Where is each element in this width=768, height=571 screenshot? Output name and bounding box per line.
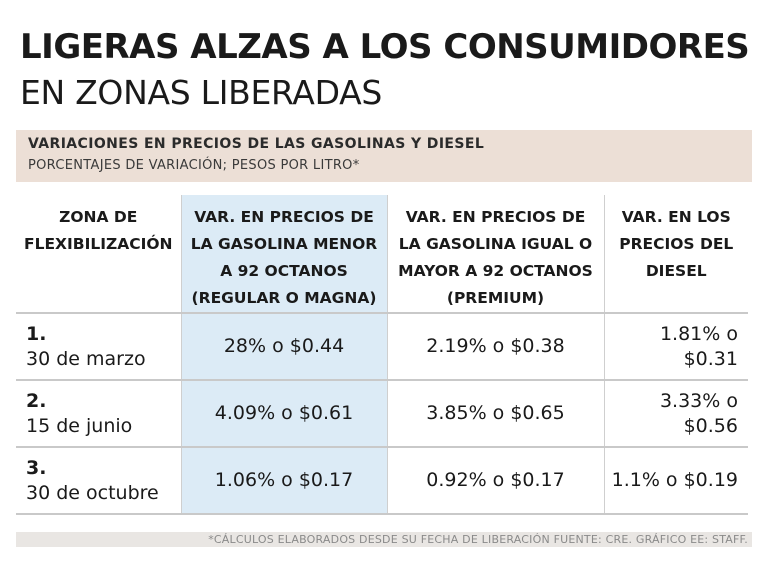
diesel-value-line: $0.56 [683, 414, 738, 437]
header-line: VAR. EN PRECIOS DE [405, 208, 586, 226]
footer-band: *CÁLCULOS ELABORADOS DESDE SU FECHA DE L… [16, 532, 752, 547]
header-line: ZONA DE [59, 208, 138, 226]
header-line: VAR. EN PRECIOS DE [194, 208, 374, 226]
premium-value-cell: 3.85% o $0.65 [386, 380, 604, 448]
diesel-value-cell: 3.33% o $0.56 [603, 380, 748, 448]
table-row: 2. 15 de junio 4.09% o $0.61 3.85% o $0.… [16, 380, 748, 448]
column-header-diesel: VAR. EN LOS PRECIOS DEL DIESEL [603, 195, 748, 314]
premium-value-cell: 2.19% o $0.38 [386, 313, 604, 381]
header-line: A 92 OCTANOS [220, 262, 348, 280]
diesel-value-cell: 1.81% o $0.31 [603, 313, 748, 381]
header-line: PRECIOS DEL [619, 235, 734, 253]
diesel-value-line: $0.31 [683, 347, 738, 370]
header-line: (PREMIUM) [446, 289, 545, 307]
infographic-subtitle: EN ZONAS LIBERADAS [20, 73, 383, 112]
zone-date: 15 de junio [26, 414, 133, 437]
header-line: DIESEL [645, 262, 707, 280]
source-footnote: *CÁLCULOS ELABORADOS DESDE SU FECHA DE L… [208, 533, 748, 546]
header-line: LA GASOLINA MENOR [190, 235, 378, 253]
table-caption-subheading: PORCENTAJES DE VARIACIÓN; PESOS POR LITR… [28, 158, 360, 173]
diesel-value-cell: 1.1% o $0.19 [603, 447, 748, 515]
zone-date: 30 de marzo [26, 347, 146, 370]
zone-cell: 2. 15 de junio [16, 380, 181, 448]
column-header-regular: VAR. EN PRECIOS DE LA GASOLINA MENOR A 9… [180, 195, 387, 314]
zone-cell: 1. 30 de marzo [16, 313, 181, 381]
diesel-value-line: 1.81% o [659, 322, 738, 345]
price-variation-table: ZONA DE FLEXIBILIZACIÓN VAR. EN PRECIOS … [16, 195, 748, 515]
table-row: 3. 30 de octubre 1.06% o $0.17 0.92% o $… [16, 447, 748, 515]
zone-number: 2. [26, 389, 47, 412]
zone-date: 30 de octubre [26, 481, 159, 504]
header-line: MAYOR A 92 OCTANOS [398, 262, 593, 280]
zone-number: 3. [26, 456, 47, 479]
infographic-title: LIGERAS ALZAS A LOS CONSUMIDORES [20, 27, 750, 67]
header-line: LA GASOLINA IGUAL O [398, 235, 593, 253]
table-caption-band: VARIACIONES EN PRECIOS DE LAS GASOLINAS … [16, 130, 752, 182]
regular-value-cell: 28% o $0.44 [180, 313, 387, 381]
regular-value-cell: 1.06% o $0.17 [180, 447, 387, 515]
zone-number: 1. [26, 322, 47, 345]
regular-value-cell: 4.09% o $0.61 [180, 380, 387, 448]
header-line: FLEXIBILIZACIÓN [23, 235, 173, 253]
table-header-row: ZONA DE FLEXIBILIZACIÓN VAR. EN PRECIOS … [16, 195, 748, 314]
table-row: 1. 30 de marzo 28% o $0.44 2.19% o $0.38… [16, 313, 748, 381]
diesel-value-line: 1.1% o $0.19 [611, 469, 738, 491]
header-line: (REGULAR O MAGNA) [191, 289, 377, 307]
premium-value-cell: 0.92% o $0.17 [386, 447, 604, 515]
column-header-premium: VAR. EN PRECIOS DE LA GASOLINA IGUAL O M… [386, 195, 604, 314]
table-caption-heading: VARIACIONES EN PRECIOS DE LAS GASOLINAS … [28, 136, 485, 152]
diesel-value-line: 3.33% o [659, 389, 738, 412]
column-header-zone: ZONA DE FLEXIBILIZACIÓN [16, 195, 181, 314]
header-line: VAR. EN LOS [621, 208, 731, 226]
zone-cell: 3. 30 de octubre [16, 447, 181, 515]
